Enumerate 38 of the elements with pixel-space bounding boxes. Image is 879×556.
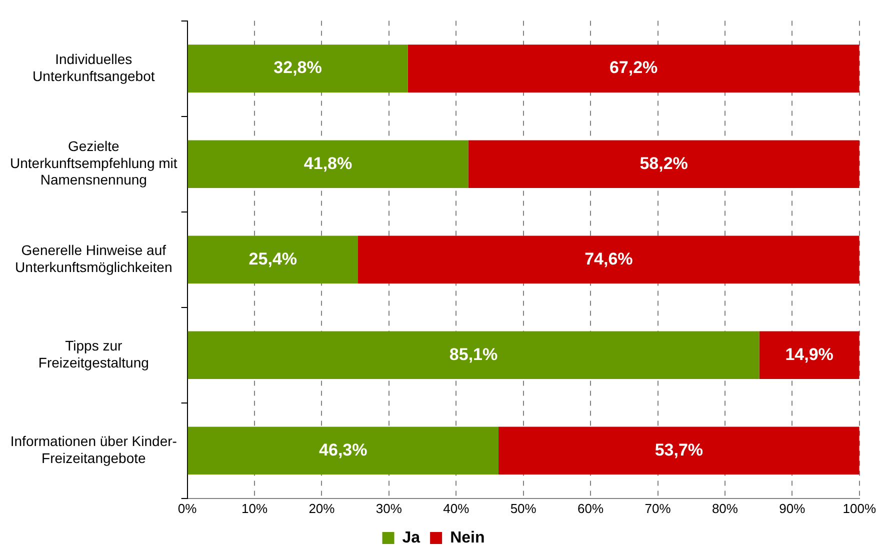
bar bbox=[498, 426, 860, 475]
x-tick-label: 20% bbox=[308, 500, 336, 516]
x-tick-label: 80% bbox=[712, 500, 738, 516]
data-label: 74,6% bbox=[584, 249, 633, 268]
bar bbox=[188, 236, 358, 284]
data-label: 85,1% bbox=[449, 344, 498, 364]
data-label: 53,7% bbox=[654, 440, 704, 460]
data-label: 25,4% bbox=[248, 249, 298, 268]
data-label: 14,9% bbox=[785, 344, 834, 364]
legend-label: Nein bbox=[450, 529, 485, 546]
legend-label: Ja bbox=[402, 529, 420, 546]
x-tick-label: 40% bbox=[443, 500, 470, 516]
data-label: 46,3% bbox=[319, 440, 368, 460]
data-label: 41,8% bbox=[304, 154, 352, 173]
x-tick-label: 30% bbox=[376, 500, 402, 516]
bar bbox=[759, 331, 860, 379]
bar bbox=[408, 44, 860, 92]
y-tick-label: Tipps zur Freizeitgestaltung bbox=[38, 338, 149, 370]
x-tick-label: 70% bbox=[644, 500, 672, 516]
x-tick-label: 100% bbox=[842, 500, 876, 516]
x-tick-label: 10% bbox=[241, 500, 268, 516]
data-label: 58,2% bbox=[640, 154, 688, 173]
y-tick-label: Gezielte Unterkunftsempfehlung mit Namensnennung bbox=[10, 138, 178, 188]
bar bbox=[358, 236, 860, 284]
x-tick-label: 50% bbox=[510, 500, 537, 516]
y-tick-label: Individuelles Unterkunftsangebot bbox=[32, 51, 155, 84]
y-tick-label: Informationen über Kinder-Freizeitangebote bbox=[10, 433, 178, 466]
bar bbox=[188, 140, 468, 188]
y-tick-label: Generelle Hinweise auf Unterkunftsmöglichkeiten bbox=[15, 242, 172, 275]
data-label: 67,2% bbox=[609, 58, 658, 78]
x-tick-label: 0% bbox=[178, 500, 198, 516]
x-tick-label: 90% bbox=[779, 500, 806, 516]
x-tick-label: 60% bbox=[578, 500, 604, 516]
bar bbox=[188, 331, 760, 379]
bar bbox=[188, 44, 408, 92]
bar bbox=[468, 140, 860, 188]
bar bbox=[188, 426, 498, 475]
data-label: 32,8% bbox=[274, 58, 322, 78]
